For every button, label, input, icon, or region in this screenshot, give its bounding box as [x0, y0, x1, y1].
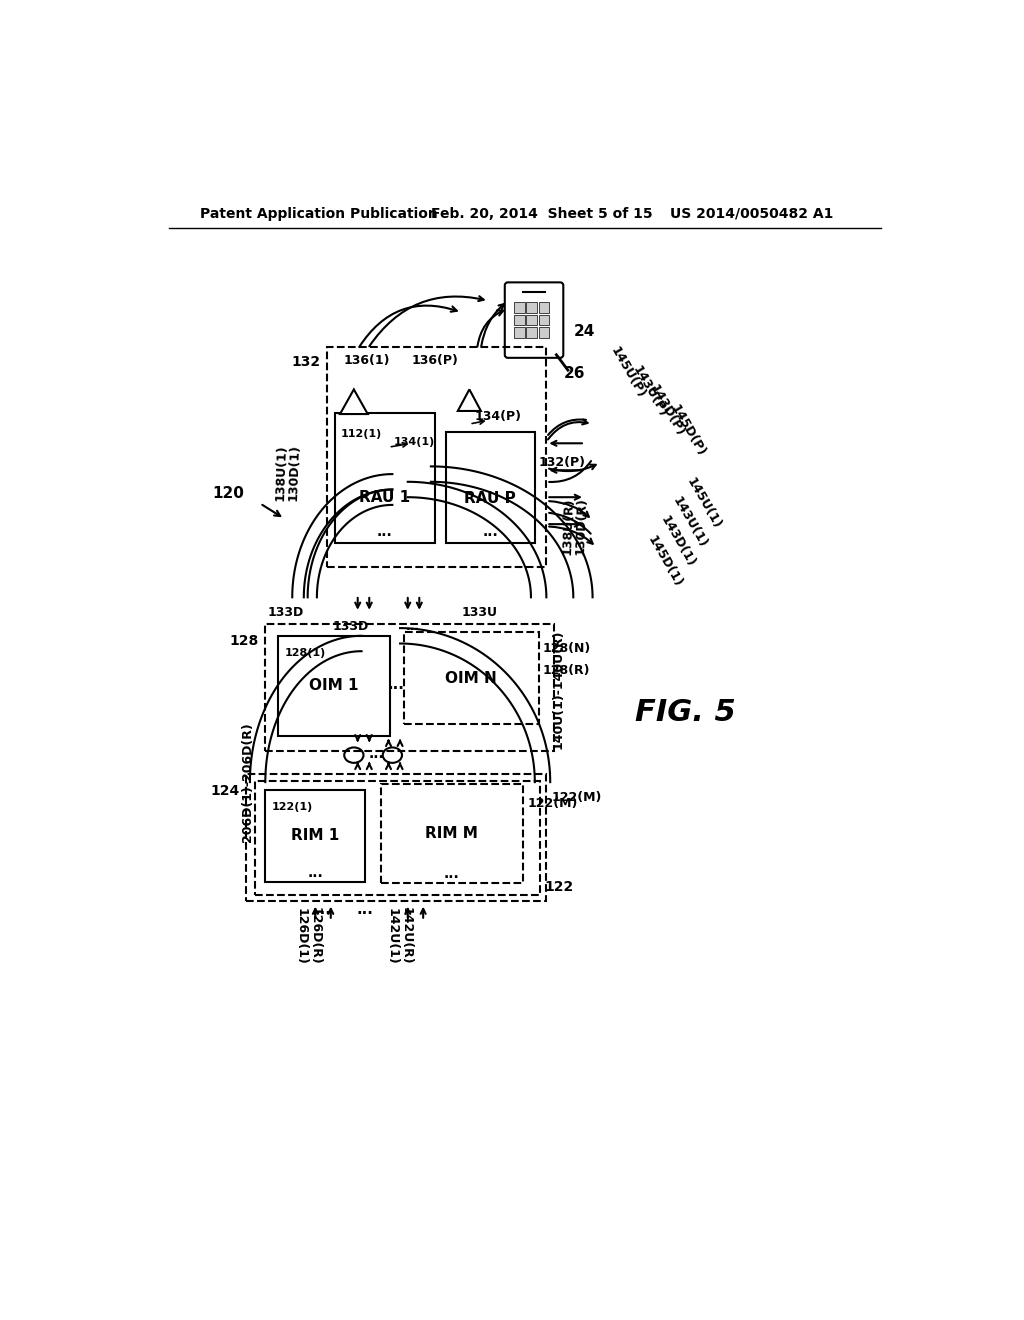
Text: 136(P): 136(P) — [412, 354, 459, 367]
Text: 142U(R): 142U(R) — [399, 907, 413, 965]
Bar — [327, 347, 547, 566]
Text: 206D(1)-206D(R): 206D(1)-206D(R) — [241, 722, 254, 842]
Text: RAU P: RAU P — [464, 491, 516, 507]
Text: 126D(1): 126D(1) — [295, 908, 307, 965]
Text: 132(P): 132(P) — [539, 455, 586, 469]
Text: 145U(P): 145U(P) — [608, 345, 648, 400]
Text: ...: ... — [388, 677, 404, 692]
Bar — [539, 327, 550, 338]
Text: 145U(1): 145U(1) — [683, 475, 723, 531]
Text: 130D(R): 130D(R) — [573, 498, 589, 556]
Bar — [246, 775, 547, 902]
Text: 124: 124 — [211, 784, 240, 799]
Text: 130D(1): 130D(1) — [287, 444, 301, 502]
Bar — [526, 327, 538, 338]
Text: 120: 120 — [213, 486, 245, 500]
Text: 140U(1)-140U(R): 140U(1)-140U(R) — [552, 630, 565, 750]
Text: OIM 1: OIM 1 — [309, 678, 358, 693]
Text: ...: ... — [307, 866, 324, 880]
Bar — [265, 624, 554, 751]
Text: 26: 26 — [564, 367, 586, 381]
Text: ...: ... — [377, 525, 392, 539]
Text: RIM M: RIM M — [425, 826, 478, 841]
Text: 132: 132 — [292, 355, 321, 370]
Text: 134(1): 134(1) — [394, 437, 435, 446]
Text: RAU 1: RAU 1 — [359, 490, 411, 504]
Text: ...: ... — [369, 747, 385, 760]
Text: 143D(1): 143D(1) — [658, 513, 697, 570]
Bar — [403, 632, 539, 725]
Bar — [539, 302, 550, 313]
Bar — [526, 302, 538, 313]
Text: Patent Application Publication: Patent Application Publication — [200, 207, 437, 220]
Text: 126D(R): 126D(R) — [308, 907, 322, 965]
Text: 128: 128 — [230, 634, 259, 648]
Text: 145D(1): 145D(1) — [645, 533, 685, 589]
Text: 122(1): 122(1) — [271, 801, 312, 812]
Bar — [265, 789, 366, 882]
Text: 145D(P): 145D(P) — [668, 403, 708, 458]
Text: 142U(1): 142U(1) — [385, 908, 398, 965]
Text: 122(M): 122(M) — [552, 791, 602, 804]
Polygon shape — [340, 389, 368, 414]
FancyBboxPatch shape — [505, 282, 563, 358]
Bar — [514, 314, 524, 326]
Text: 143U(P): 143U(P) — [630, 364, 670, 420]
Text: 138U(R): 138U(R) — [560, 498, 575, 556]
Text: 143D(P): 143D(P) — [646, 383, 686, 440]
Text: FIG. 5: FIG. 5 — [635, 698, 735, 727]
Text: 112(1): 112(1) — [341, 429, 382, 440]
Bar — [526, 314, 538, 326]
Text: OIM N: OIM N — [445, 671, 497, 685]
Text: ...: ... — [357, 902, 374, 916]
Text: ...: ... — [407, 620, 421, 634]
Text: 134(P): 134(P) — [475, 409, 522, 422]
Text: RIM 1: RIM 1 — [291, 829, 340, 843]
Text: ...: ... — [314, 902, 332, 916]
Text: 133D: 133D — [333, 620, 370, 634]
Text: 143U(1): 143U(1) — [670, 495, 710, 550]
Text: 128(N): 128(N) — [543, 643, 591, 656]
Text: US 2014/0050482 A1: US 2014/0050482 A1 — [670, 207, 833, 220]
Text: 122: 122 — [544, 880, 573, 894]
Text: 136(1): 136(1) — [344, 354, 390, 367]
Bar — [539, 314, 550, 326]
Text: 122(M): 122(M) — [527, 797, 578, 810]
Bar — [255, 780, 541, 895]
Bar — [279, 636, 390, 737]
Text: 133U: 133U — [462, 606, 498, 619]
Bar — [446, 432, 535, 544]
Text: 128(R): 128(R) — [543, 664, 590, 677]
Text: 128(1): 128(1) — [285, 648, 326, 657]
Bar — [381, 784, 523, 883]
Text: 138U(1): 138U(1) — [273, 444, 289, 502]
Text: 133D: 133D — [267, 606, 304, 619]
Text: ...: ... — [482, 525, 498, 539]
Polygon shape — [458, 389, 481, 411]
Bar — [335, 413, 435, 544]
Text: Feb. 20, 2014  Sheet 5 of 15: Feb. 20, 2014 Sheet 5 of 15 — [431, 207, 652, 220]
Bar — [514, 302, 524, 313]
Bar — [514, 327, 524, 338]
Text: 24: 24 — [574, 325, 595, 339]
Text: ...: ... — [443, 867, 460, 880]
